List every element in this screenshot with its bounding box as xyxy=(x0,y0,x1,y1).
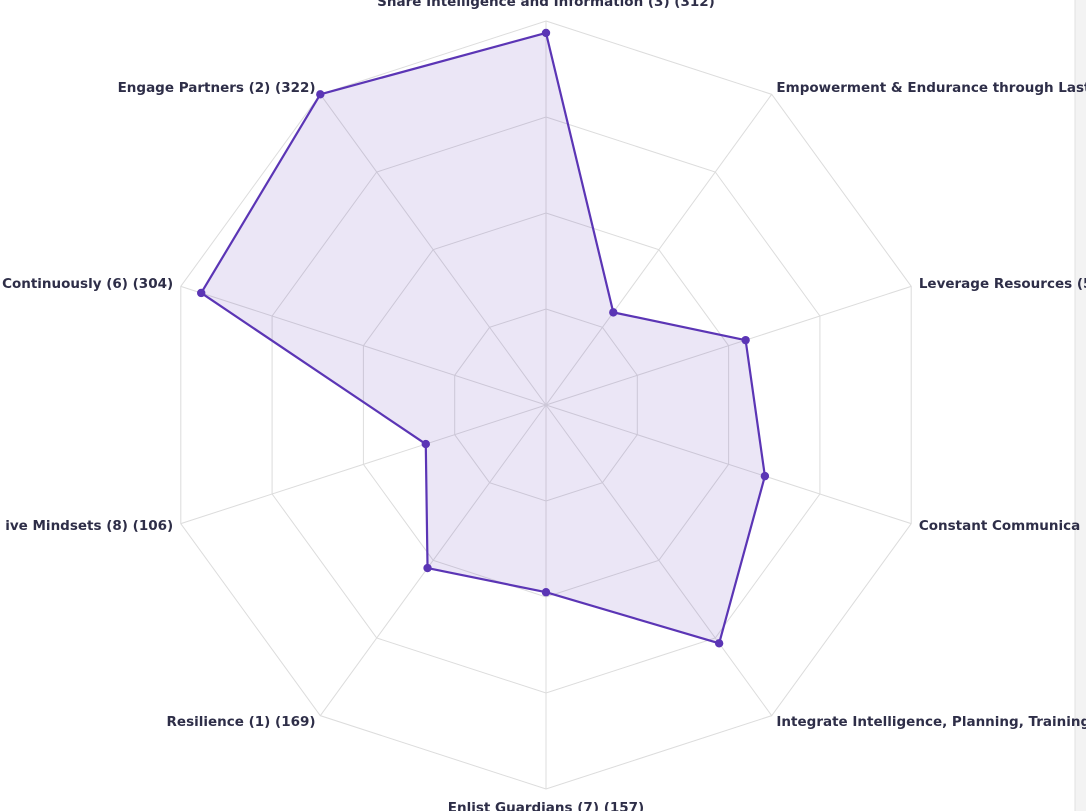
axis-label: Engage Partners (2) (322) xyxy=(118,80,316,96)
axis-label: ive Mindsets (8) (106) xyxy=(5,518,173,534)
axis-label: Continuously (6) (304) xyxy=(2,276,173,292)
grid-spoke xyxy=(319,404,547,716)
radar-point xyxy=(760,471,770,481)
grid-spoke xyxy=(545,285,912,406)
grid-spoke xyxy=(180,285,547,406)
scrollbar xyxy=(1075,0,1086,811)
radar-point xyxy=(741,335,750,345)
radar-point xyxy=(541,588,551,597)
grid-spoke xyxy=(180,404,547,525)
axis-label: Constant Communica xyxy=(919,518,1080,534)
grid-spoke xyxy=(545,404,912,525)
radar-point xyxy=(541,28,551,38)
grid-spoke xyxy=(545,94,773,406)
axis-label: Enlist Guardians (7) (157) xyxy=(448,800,644,811)
axis-label: Integrate Intelligence, Planning, Traini… xyxy=(776,714,1086,730)
grid-spoke xyxy=(319,94,547,406)
axis-label: Leverage Resources (5 xyxy=(919,276,1086,292)
radar-point xyxy=(197,288,206,298)
radar-point xyxy=(609,308,618,317)
radar-area xyxy=(200,31,766,645)
radar-point xyxy=(714,639,724,648)
radar-point xyxy=(423,563,432,573)
axis-label: Share Intelligence and Information (3) (… xyxy=(377,0,715,10)
axis-label: Resilience (1) (169) xyxy=(167,714,316,730)
radar-point xyxy=(316,90,325,99)
axis-label: Empowerment & Endurance through Last xyxy=(776,80,1086,96)
grid-spoke xyxy=(545,404,773,716)
radar-point xyxy=(421,439,430,449)
